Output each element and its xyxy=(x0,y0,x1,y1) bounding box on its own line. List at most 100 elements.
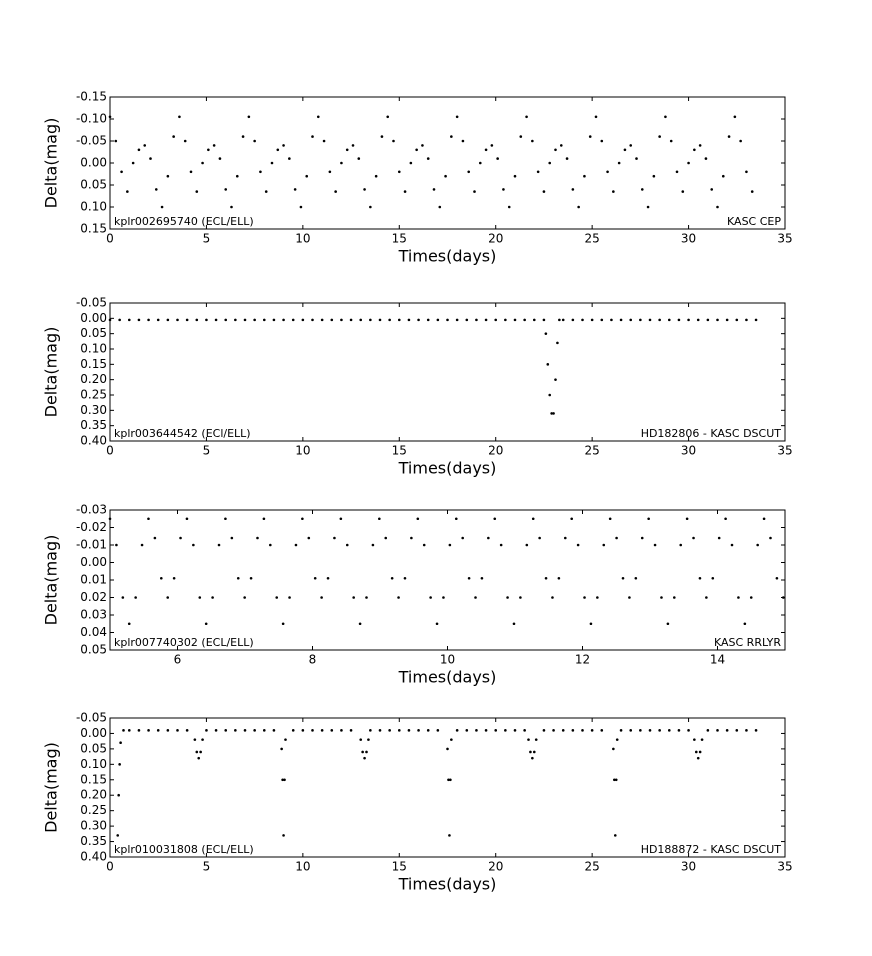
y-tick-label: 0.20 xyxy=(80,788,107,802)
data-point xyxy=(710,188,714,191)
data-point xyxy=(137,729,141,732)
data-point xyxy=(185,517,189,521)
data-point xyxy=(320,596,323,599)
data-point xyxy=(692,536,695,540)
data-point xyxy=(294,543,298,547)
data-point xyxy=(559,144,563,147)
data-point xyxy=(563,536,567,540)
x-tick-label: 30 xyxy=(681,444,696,458)
data-point xyxy=(281,778,284,782)
data-point xyxy=(570,517,573,521)
data-point xyxy=(769,536,772,540)
data-point xyxy=(745,318,748,322)
data-point xyxy=(380,135,384,138)
data-point xyxy=(629,729,633,732)
data-point xyxy=(224,729,228,732)
data-point xyxy=(455,318,459,322)
y-tick-label: 0.10 xyxy=(80,342,107,356)
y-tick-label: -0.02 xyxy=(76,520,107,534)
data-point xyxy=(775,576,779,580)
data-point xyxy=(204,622,208,626)
x-tick-label: 14 xyxy=(710,653,725,667)
data-point xyxy=(436,318,440,322)
data-point xyxy=(195,318,199,322)
data-point xyxy=(608,517,612,521)
data-point xyxy=(658,318,661,322)
data-point xyxy=(531,139,534,143)
y-tick-label: 0.15 xyxy=(80,357,107,371)
data-point xyxy=(669,139,673,143)
data-point xyxy=(140,543,144,547)
data-point xyxy=(546,363,550,366)
data-point xyxy=(116,834,120,837)
y-axis-label: Delta(mag) xyxy=(42,742,61,833)
data-point xyxy=(371,543,375,547)
data-point xyxy=(436,729,440,732)
data-point xyxy=(552,412,555,415)
data-point xyxy=(160,576,163,580)
x-tick-label: 0 xyxy=(106,444,114,458)
data-point xyxy=(494,318,498,322)
data-point xyxy=(673,596,676,599)
data-point xyxy=(461,536,464,540)
data-point xyxy=(634,576,638,580)
data-point xyxy=(369,729,372,732)
x-tick-label: 10 xyxy=(440,653,455,667)
data-point xyxy=(532,318,536,322)
data-point xyxy=(288,157,291,160)
data-point xyxy=(706,729,710,732)
data-point xyxy=(648,318,652,322)
data-point xyxy=(693,738,696,741)
x-tick-label: 6 xyxy=(174,653,182,667)
data-point xyxy=(455,115,459,119)
y-tick-label: 0.00 xyxy=(80,726,107,740)
data-point xyxy=(532,750,536,754)
data-point xyxy=(447,778,450,782)
data-point xyxy=(340,729,343,732)
data-point xyxy=(137,148,141,152)
y-tick-label: -0.05 xyxy=(76,134,107,148)
data-point xyxy=(426,157,430,160)
data-point xyxy=(281,622,285,626)
data-point xyxy=(581,318,584,322)
data-point xyxy=(352,596,355,599)
data-point xyxy=(262,729,266,732)
y-axis-label: Delta(mag) xyxy=(42,118,61,209)
data-point xyxy=(727,135,731,138)
data-point xyxy=(118,318,121,322)
y-tick-label: 0.05 xyxy=(80,741,107,755)
data-point xyxy=(172,576,176,580)
data-point xyxy=(716,729,719,732)
data-point xyxy=(615,738,619,741)
y-tick-label: 0.05 xyxy=(80,178,107,192)
data-point xyxy=(687,318,690,322)
data-point xyxy=(301,729,305,732)
data-point xyxy=(756,543,759,547)
axes-frame xyxy=(109,717,786,858)
data-point xyxy=(484,729,488,732)
data-point xyxy=(422,543,426,547)
x-tick-label: 30 xyxy=(681,860,696,874)
data-point xyxy=(349,318,353,322)
data-point xyxy=(499,543,503,547)
data-point xyxy=(577,205,580,209)
data-point xyxy=(619,318,623,322)
y-tick-label: 0.40 xyxy=(80,850,107,864)
data-point xyxy=(494,729,498,732)
data-point xyxy=(429,596,432,599)
data-point xyxy=(667,729,671,732)
data-point xyxy=(653,543,657,547)
data-point xyxy=(322,139,326,143)
data-point xyxy=(646,205,650,209)
data-point xyxy=(275,596,279,599)
data-point xyxy=(291,729,295,732)
data-point xyxy=(365,596,368,599)
data-point xyxy=(415,148,418,152)
data-point xyxy=(677,318,681,322)
data-point xyxy=(388,729,391,732)
data-point xyxy=(706,318,710,322)
data-point xyxy=(378,729,382,732)
data-point xyxy=(313,576,317,580)
data-point xyxy=(743,622,747,626)
data-point xyxy=(465,318,469,322)
